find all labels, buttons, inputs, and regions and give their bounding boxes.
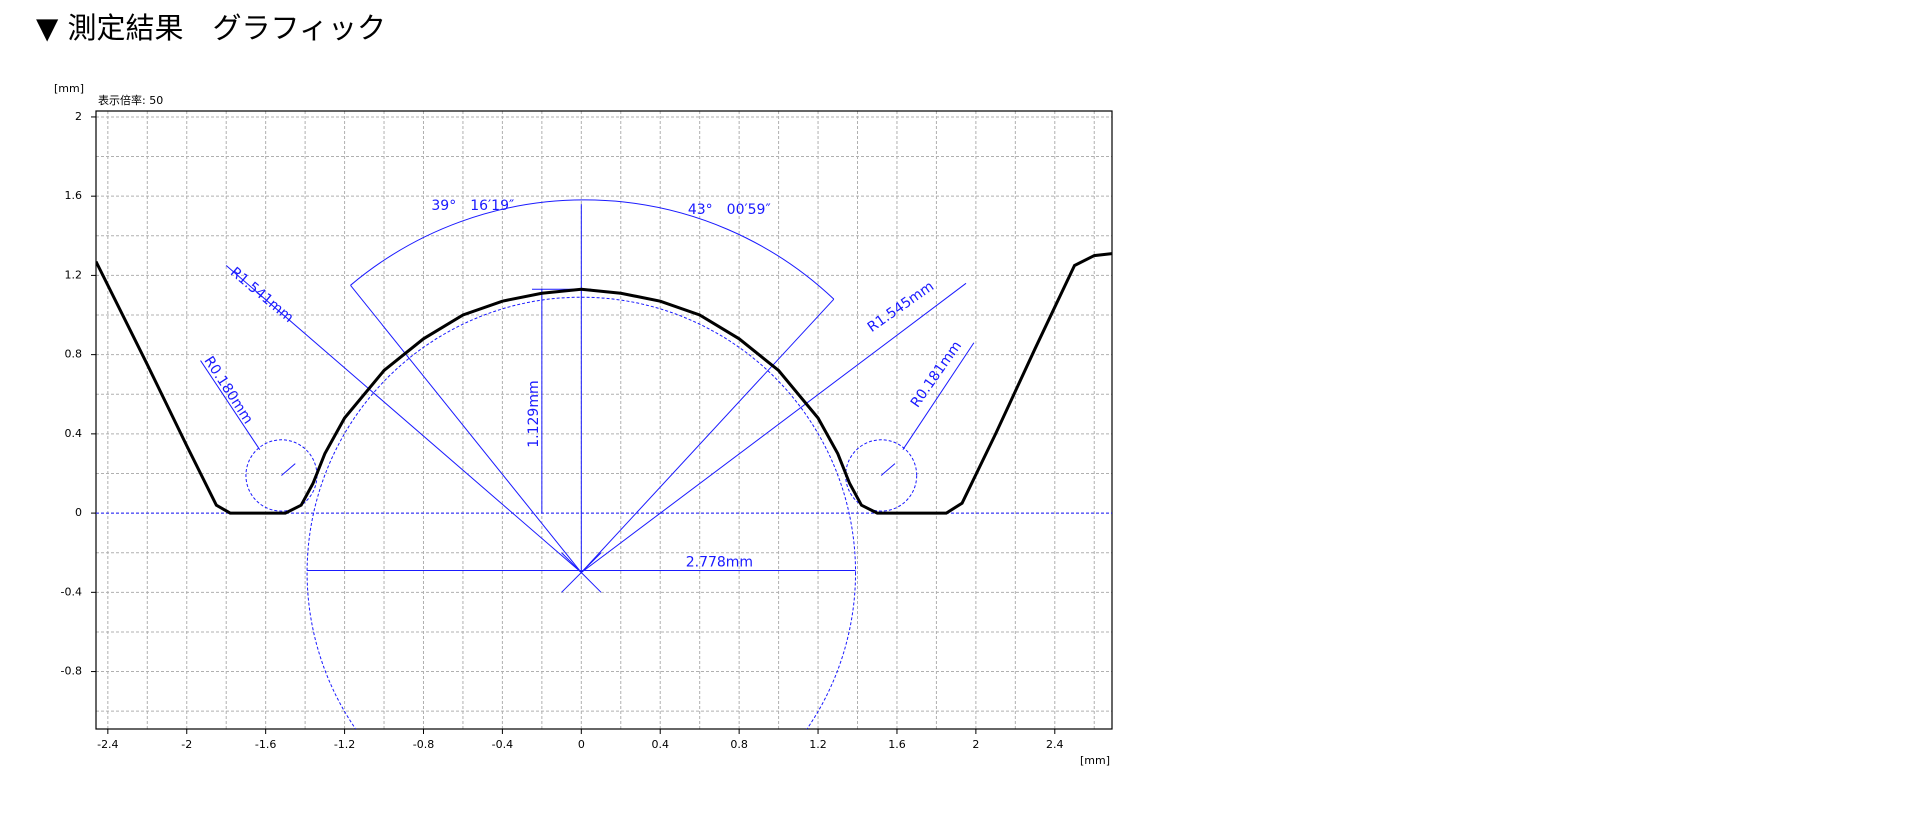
x-tick-label: 0.8: [730, 738, 748, 751]
y-axis-label: [mm]: [54, 82, 84, 95]
y-tick-label: -0.4: [61, 585, 82, 598]
dimension-line: [200, 360, 261, 450]
annotation: R0.180mm: [200, 354, 255, 427]
x-tick-label: -2: [181, 738, 192, 751]
angle-arc: [350, 199, 835, 300]
annotation: R1.541mm: [227, 264, 296, 326]
dimension-line: [581, 282, 967, 573]
x-tick-label: 1.2: [809, 738, 827, 751]
y-tick-label: 0.8: [65, 348, 83, 361]
dimension-line: [902, 342, 975, 450]
plot-frame: [95, 110, 1113, 730]
x-tick-label: -1.6: [255, 738, 276, 751]
x-tick-label: -0.4: [492, 738, 513, 751]
chart-title: ▼ 測定結果 グラフィック: [36, 11, 386, 45]
dimension-line: [580, 298, 835, 573]
x-tick-label: 0: [578, 738, 585, 751]
dimension-line: [880, 463, 896, 476]
scale-label: 表示倍率: 50: [98, 93, 163, 107]
y-tick-label: 0: [75, 506, 82, 519]
annotation: 39° 16′19″: [431, 198, 514, 214]
x-tick-label: 2.4: [1046, 738, 1064, 751]
dimension-line: [225, 265, 582, 573]
annotations: [96, 199, 1112, 729]
x-tick-label: 1.6: [888, 738, 906, 751]
x-tick-label: 2: [972, 738, 979, 751]
annotation: R1.545mm: [865, 278, 937, 335]
x-tick-label: 0.4: [651, 738, 669, 751]
dimension-line: [350, 284, 582, 573]
x-tick-label: -2.4: [97, 738, 118, 751]
x-axis-label: [mm]: [1080, 754, 1110, 767]
y-tick-label: 1.2: [65, 268, 83, 281]
y-tick-label: 1.6: [65, 189, 83, 202]
profile-line: [96, 252, 1112, 515]
y-tick-label: 2: [75, 110, 82, 123]
dimension-line: [281, 463, 296, 476]
annotation: 1.129mm: [526, 380, 542, 447]
x-tick-label: -0.8: [413, 738, 434, 751]
y-tick-label: 0.4: [65, 427, 83, 440]
fit-circle: [306, 296, 856, 729]
dimension-line: [561, 552, 602, 593]
y-tick-label: -0.8: [61, 665, 82, 678]
annotation: 2.778mm: [686, 555, 753, 571]
x-tick-label: -1.2: [334, 738, 355, 751]
annotation: 43° 00′59″: [688, 202, 771, 218]
